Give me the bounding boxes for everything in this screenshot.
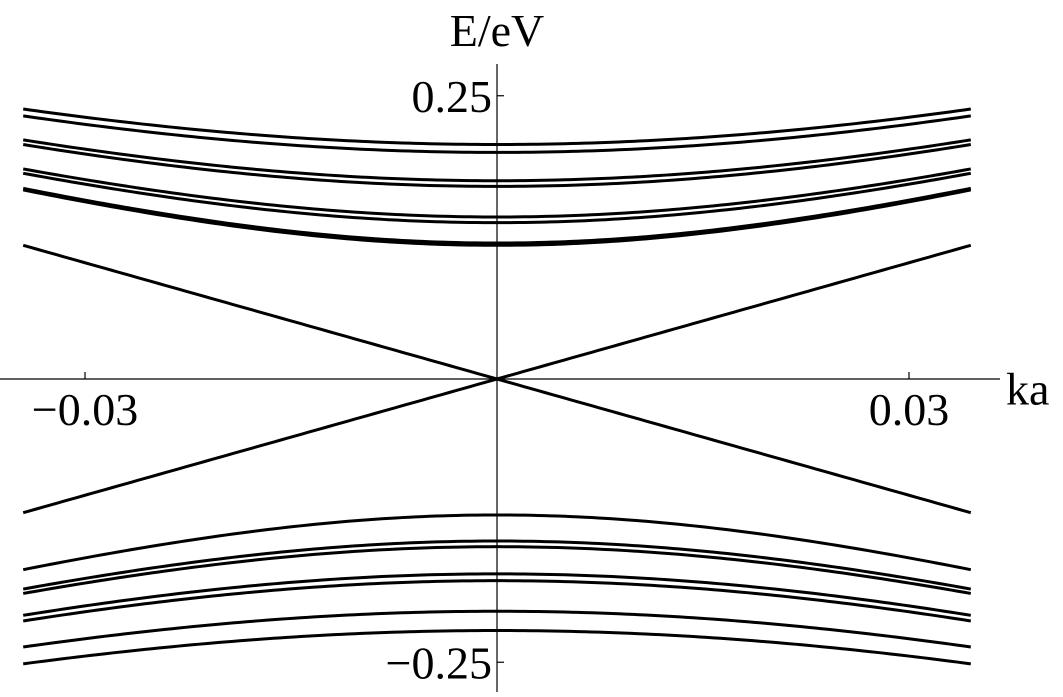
band-line-2 — [22, 377, 972, 515]
band-line-6 — [22, 143, 972, 188]
band-line-11 — [22, 513, 972, 572]
band-line-13 — [22, 545, 972, 595]
band-line-9 — [22, 186, 972, 245]
band-line-3 — [23, 107, 971, 146]
x-tick-label: −0.03 — [32, 384, 138, 435]
band-line-8 — [22, 171, 972, 225]
band-line-17 — [23, 629, 971, 666]
band-line-12 — [22, 539, 972, 591]
y-axis-label: E/eV — [450, 5, 545, 56]
band-line-16 — [23, 609, 971, 649]
band-line-10 — [22, 188, 972, 247]
band-line-14 — [22, 572, 972, 617]
series-layer — [22, 107, 972, 666]
band-line-5 — [22, 138, 972, 183]
x-tick-label: 0.03 — [869, 384, 950, 435]
x-axis-label: ka — [1006, 364, 1049, 415]
band-line-7 — [22, 167, 972, 219]
y-tick-label: 0.25 — [412, 71, 493, 122]
y-tick-label: −0.25 — [386, 637, 492, 688]
ticks-layer: −0.03 0.03 0.25 −0.25 — [32, 71, 949, 689]
band-line-4 — [22, 114, 972, 154]
band-line-15 — [22, 579, 972, 623]
